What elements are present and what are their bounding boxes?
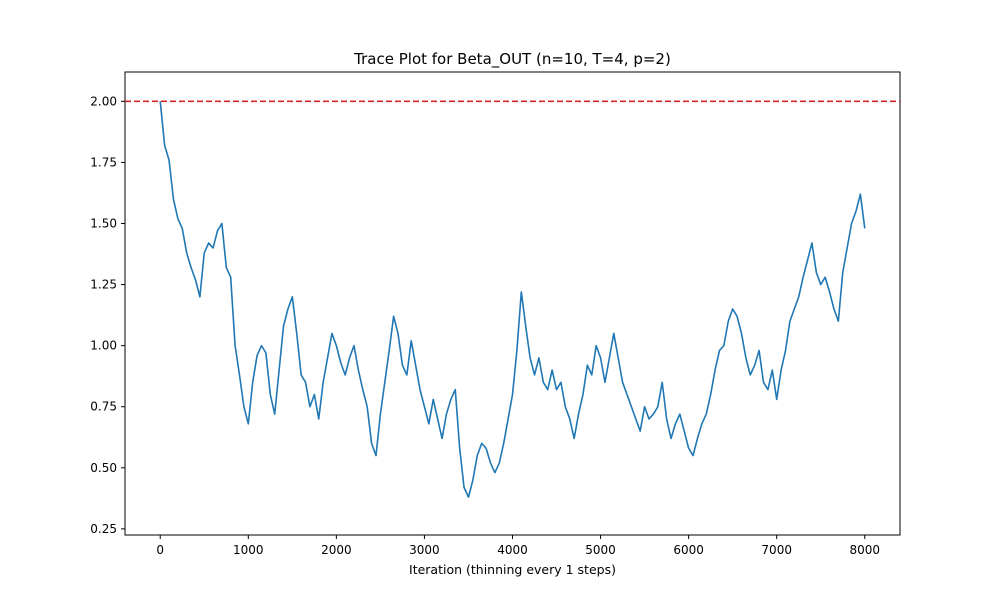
axes-frame [124,71,901,536]
x-axis-ticks: 0 1000 2000 3000 4000 5000 6000 7000 8000 [156,535,880,557]
y-tick-label: 1.50 [90,216,117,230]
y-tick-label: 0.50 [90,461,117,475]
x-tick-label: 0 [156,543,164,557]
y-tick-label: 0.75 [90,400,117,414]
y-tick-label: 1.75 [90,155,117,169]
x-tick-label: 7000 [761,543,792,557]
x-tick-label: 6000 [673,543,704,557]
x-tick-label: 4000 [497,543,528,557]
x-tick-label: 3000 [409,543,440,557]
trace-line-series-0 [159,101,866,498]
y-tick-label: 0.25 [90,522,117,536]
x-tick-label: 2000 [321,543,352,557]
x-tick-label: 8000 [849,543,880,557]
series-layer [159,101,866,498]
y-axis-ticks: 0.25 0.50 0.75 1.00 1.25 1.50 1.75 2.00 [90,94,125,536]
y-tick-label: 2.00 [90,94,117,108]
y-tick-label: 1.25 [90,278,117,292]
y-tick-label: 1.00 [90,339,117,353]
x-tick-label: 1000 [233,543,264,557]
plot-area [124,71,901,536]
x-axis-label: Iteration (thinning every 1 steps) [409,562,616,577]
chart-title: Trace Plot for Beta_OUT (n=10, T=4, p=2) [353,50,671,69]
x-tick-label: 5000 [585,543,616,557]
